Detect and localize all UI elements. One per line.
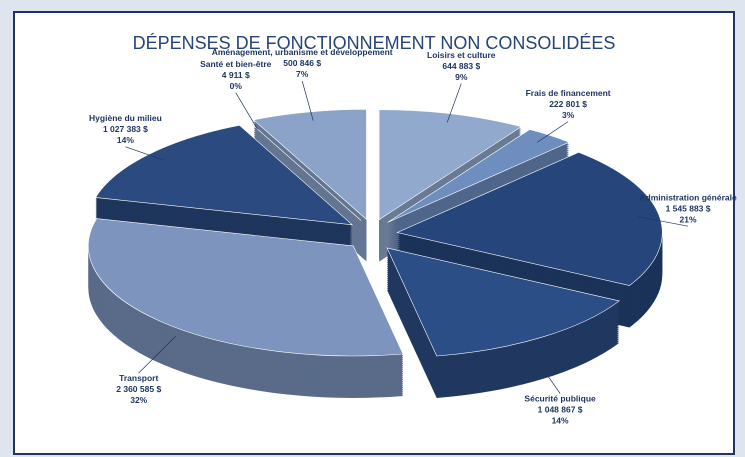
label-name: Sécurité publique [524,394,596,404]
label-percent: 32% [130,395,147,405]
label-name: Frais de financement [526,88,611,98]
label-percent: 7% [296,69,309,79]
label-name: Santé et bien-être [200,59,272,69]
slice [252,109,367,221]
chart-title: DÉPENSES DE FONCTIONNEMENT NON CONSOLIDÉ… [133,33,616,53]
label-percent: 9% [455,72,468,82]
label-name: Hygiène du milieu [89,113,162,123]
label-percent: 21% [680,214,697,224]
label-amount: 1 545 883 $ [666,203,711,213]
leader-line [138,335,176,374]
label-amount: 2 360 585 $ [116,384,161,394]
leader-line [301,80,314,121]
leader-line [536,121,569,143]
slice [396,151,663,286]
leader-line [125,146,165,161]
label-percent: 3% [562,110,575,120]
slice-label: Aménagement, urbanisme et développement5… [212,47,393,121]
leader-line [446,83,462,123]
label-amount: 500 846 $ [283,58,321,68]
label-amount: 1 048 867 $ [538,405,583,415]
slice [387,129,570,223]
slice-side [248,122,362,223]
label-percent: 0% [230,81,243,91]
leader-line [638,216,689,227]
slice [386,247,620,357]
label-name: Aménagement, urbanisme et développement [212,47,393,57]
slice-side [248,130,362,231]
label-percent: 14% [552,416,569,426]
label-amount: 222 801 $ [549,99,587,109]
label-amount: 1 027 383 $ [103,124,148,134]
slice [88,218,404,357]
slice-side [248,126,362,227]
leader-line [235,92,258,130]
slice [378,109,522,221]
label-amount: 4 911 $ [222,70,250,80]
slice [248,120,362,221]
label-name: Transport [119,373,158,383]
slice-side [248,124,362,225]
label-percent: 14% [117,135,134,145]
label-amount: 644 883 $ [442,61,480,71]
leader-line [530,350,561,394]
label-name: Loisirs et culture [427,50,496,60]
slice-side [248,128,362,229]
label-name: Administration générale [639,192,737,202]
